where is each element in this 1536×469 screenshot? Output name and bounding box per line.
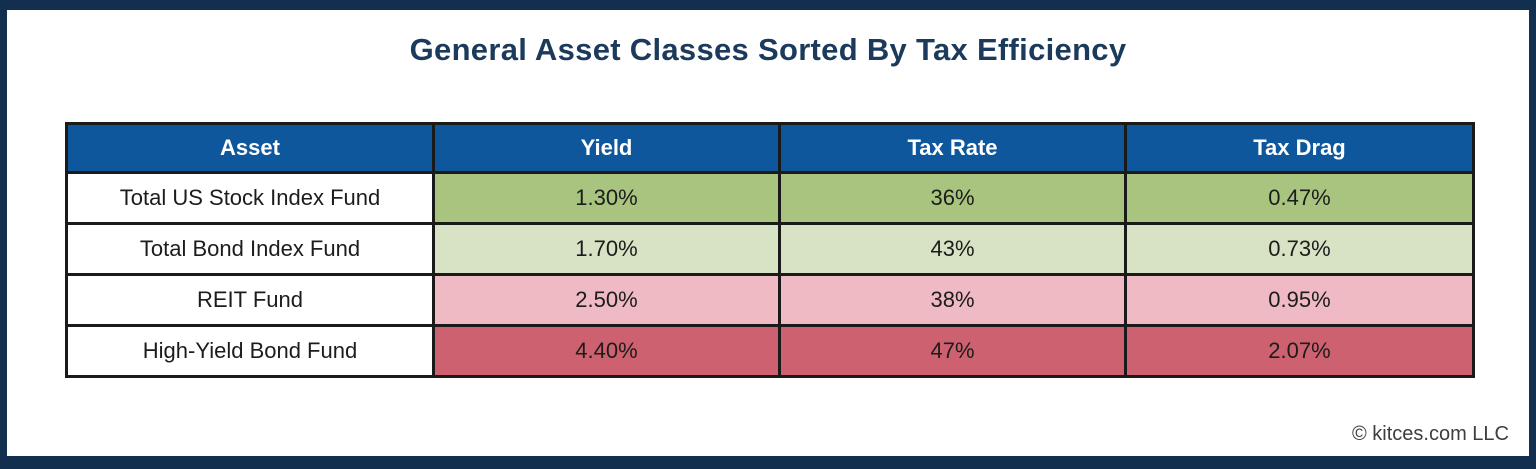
asset-name-cell: Total US Stock Index Fund [65,171,435,225]
table-row: REIT Fund 2.50% 38% 0.95% [65,273,1475,327]
tax-rate-cell: 47% [778,324,1127,378]
table-row: Total US Stock Index Fund 1.30% 36% 0.47… [65,171,1475,225]
table-header-row: Asset Yield Tax Rate Tax Drag [65,122,1475,174]
yield-cell: 1.30% [432,171,781,225]
yield-cell: 2.50% [432,273,781,327]
copyright-credit: © kitces.com LLC [1351,423,1509,445]
yield-cell: 4.40% [432,324,781,378]
page-title: General Asset Classes Sorted By Tax Effi… [409,32,1127,67]
asset-name-cell: REIT Fund [65,273,435,327]
column-header-yield: Yield [432,122,781,174]
column-header-tax-rate: Tax Rate [778,122,1127,174]
tax-drag-cell: 0.73% [1124,222,1475,276]
table-row: High-Yield Bond Fund 4.40% 47% 2.07% [65,324,1475,378]
asset-name-cell: High-Yield Bond Fund [65,324,435,378]
tax-efficiency-table: Asset Yield Tax Rate Tax Drag Total US S… [65,122,1475,378]
column-header-asset: Asset [65,122,435,174]
asset-name-cell: Total Bond Index Fund [65,222,435,276]
tax-rate-cell: 36% [778,171,1127,225]
tax-rate-cell: 38% [778,273,1127,327]
table-row: Total Bond Index Fund 1.70% 43% 0.73% [65,222,1475,276]
yield-cell: 1.70% [432,222,781,276]
tax-rate-cell: 43% [778,222,1127,276]
tax-drag-cell: 0.95% [1124,273,1475,327]
column-header-tax-drag: Tax Drag [1124,122,1475,174]
tax-drag-cell: 2.07% [1124,324,1475,378]
tax-drag-cell: 0.47% [1124,171,1475,225]
